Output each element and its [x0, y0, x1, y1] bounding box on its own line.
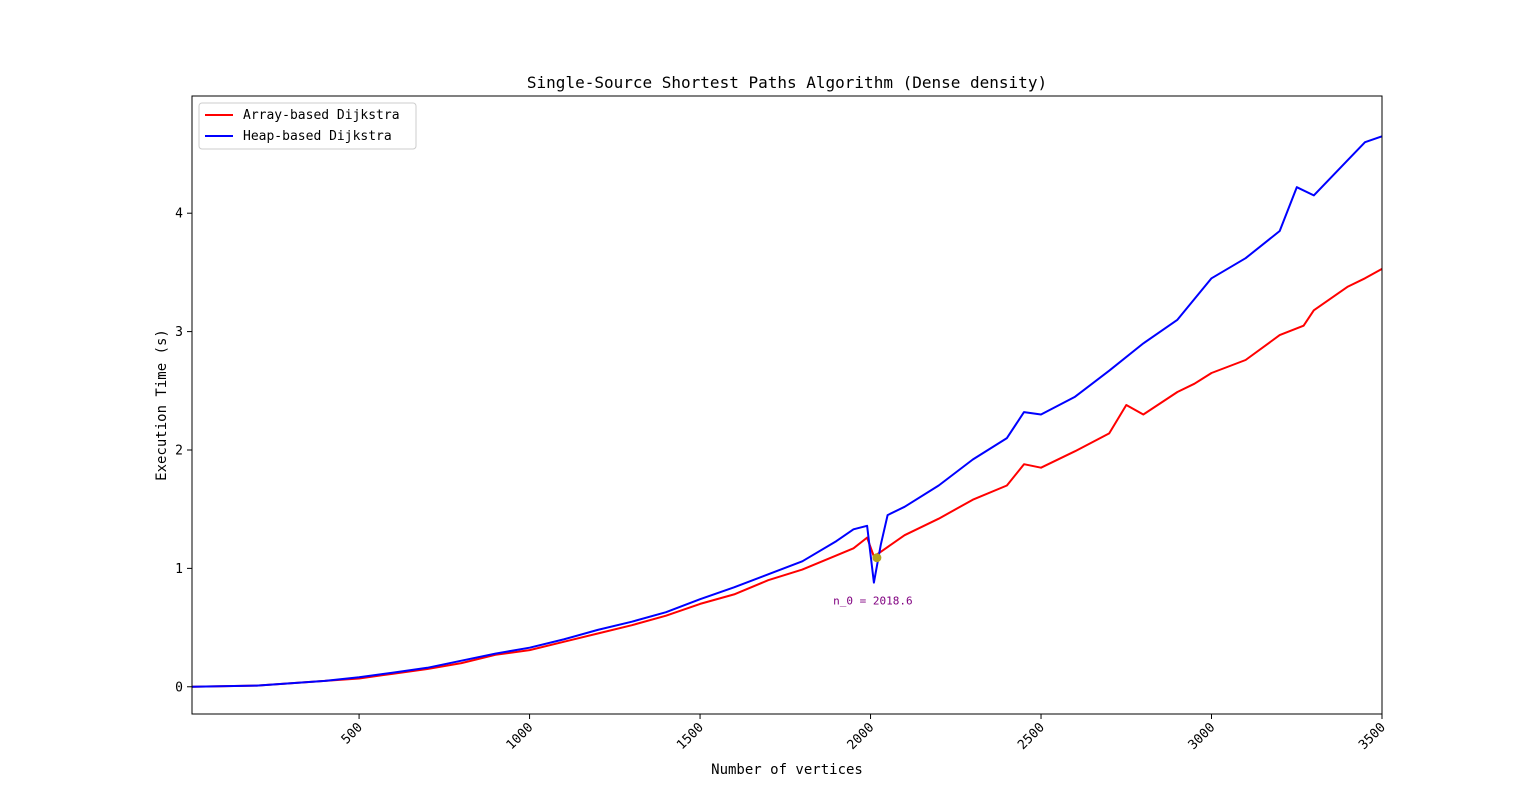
x-tick-label: 500	[339, 720, 366, 747]
legend: Array-based Dijkstra Heap-based Dijkstra	[198, 102, 417, 150]
y-axis: 0 1 2 3 4	[175, 207, 192, 695]
x-axis: 500 1000 1500 2000 2500 3000 3500	[339, 714, 1389, 753]
y-axis-title: Execution Time (s)	[154, 329, 170, 481]
series-layer	[191, 135, 1383, 688]
x-tick-label: 2000	[845, 720, 878, 753]
annotation-label: n_0 = 2018.6	[833, 595, 912, 608]
plot-frame	[191, 95, 1383, 715]
y-tick-label: 4	[175, 207, 183, 222]
y-tick-label: 3	[175, 325, 183, 340]
legend-box	[198, 102, 417, 150]
x-tick-label: 3000	[1186, 720, 1219, 753]
series-line-1	[191, 135, 1383, 688]
y-tick-label: 2	[175, 443, 183, 458]
x-tick-label: 3500	[1356, 720, 1389, 753]
annotation-layer: n_0 = 2018.6	[833, 553, 913, 608]
annotation-marker	[872, 553, 882, 563]
x-tick-label: 1000	[504, 720, 537, 753]
x-axis-title: Number of vertices	[711, 762, 863, 778]
legend-label-array: Array-based Dijkstra	[243, 108, 400, 123]
x-tick-label: 1500	[674, 720, 707, 753]
y-tick-label: 1	[175, 562, 183, 577]
x-tick-label: 2500	[1015, 720, 1048, 753]
chart-title: Single-Source Shortest Paths Algorithm (…	[527, 73, 1047, 92]
legend-label-heap: Heap-based Dijkstra	[243, 129, 392, 144]
y-tick-label: 0	[175, 680, 183, 695]
series-line-0	[191, 268, 1383, 688]
